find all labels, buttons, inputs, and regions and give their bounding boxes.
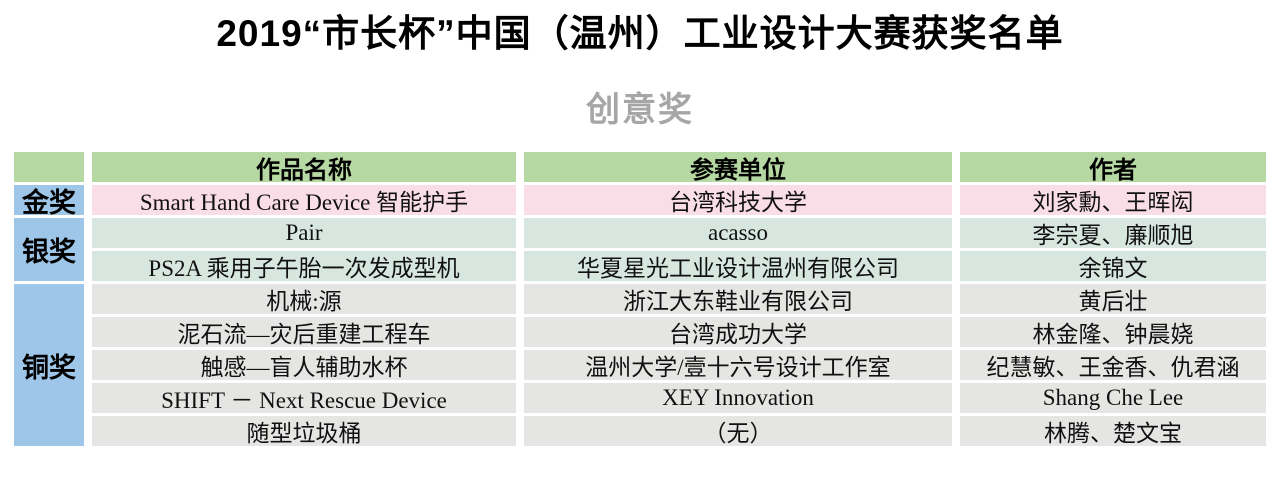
cell-authors: 纪慧敏、王金香、仇君涵 bbox=[960, 350, 1266, 381]
cell-authors: 林腾、楚文宝 bbox=[960, 416, 1266, 447]
cell-work: PS2A 乘用子午胎一次发成型机 bbox=[92, 251, 516, 282]
cell-authors: 刘家勳、王晖闳 bbox=[960, 185, 1266, 216]
cell-authors: 黄后壮 bbox=[960, 284, 1266, 315]
page-subtitle: 创意奖 bbox=[586, 91, 694, 130]
cell-work: 泥石流—灾后重建工程车 bbox=[92, 317, 516, 348]
cell-unit: 台湾科技大学 bbox=[524, 185, 952, 216]
page-title: 2019“市长杯”中国（温州）工业设计大赛获奖名单 bbox=[216, 13, 1064, 54]
cell-authors: 林金隆、钟晨娆 bbox=[960, 317, 1266, 348]
cell-unit: XEY Innovation bbox=[524, 383, 952, 414]
cell-unit: 浙江大东鞋业有限公司 bbox=[524, 284, 952, 315]
award-table: 作品名称 参赛单位 作者 金奖 Smart Hand Care Device 智能… bbox=[14, 152, 1280, 447]
award-label-bronze: 铜奖 bbox=[14, 284, 84, 447]
cell-work: 触感—盲人辅助水杯 bbox=[92, 350, 516, 381]
cell-authors: Shang Che Lee bbox=[960, 383, 1266, 414]
cell-unit: 温州大学/壹十六号设计工作室 bbox=[524, 350, 952, 381]
header-work-name: 作品名称 bbox=[92, 152, 516, 183]
cell-work: 机械:源 bbox=[92, 284, 516, 315]
cell-authors: 余锦文 bbox=[960, 251, 1266, 282]
cell-unit: 华夏星光工业设计温州有限公司 bbox=[524, 251, 952, 282]
cell-work: Pair bbox=[92, 218, 516, 249]
cell-work: Smart Hand Care Device 智能护手 bbox=[92, 185, 516, 216]
award-label-gold: 金奖 bbox=[14, 185, 84, 216]
cell-work: SHIFT － Next Rescue Device bbox=[92, 383, 516, 414]
cell-work: 随型垃圾桶 bbox=[92, 416, 516, 447]
cell-unit: （无） bbox=[524, 416, 952, 447]
header-unit: 参赛单位 bbox=[524, 152, 952, 183]
header-corner-cell bbox=[14, 152, 84, 183]
cell-authors: 李宗夏、廉顺旭 bbox=[960, 218, 1266, 249]
cell-unit: 台湾成功大学 bbox=[524, 317, 952, 348]
award-label-silver: 银奖 bbox=[14, 218, 84, 282]
header-authors: 作者 bbox=[960, 152, 1266, 183]
cell-unit: acasso bbox=[524, 218, 952, 249]
